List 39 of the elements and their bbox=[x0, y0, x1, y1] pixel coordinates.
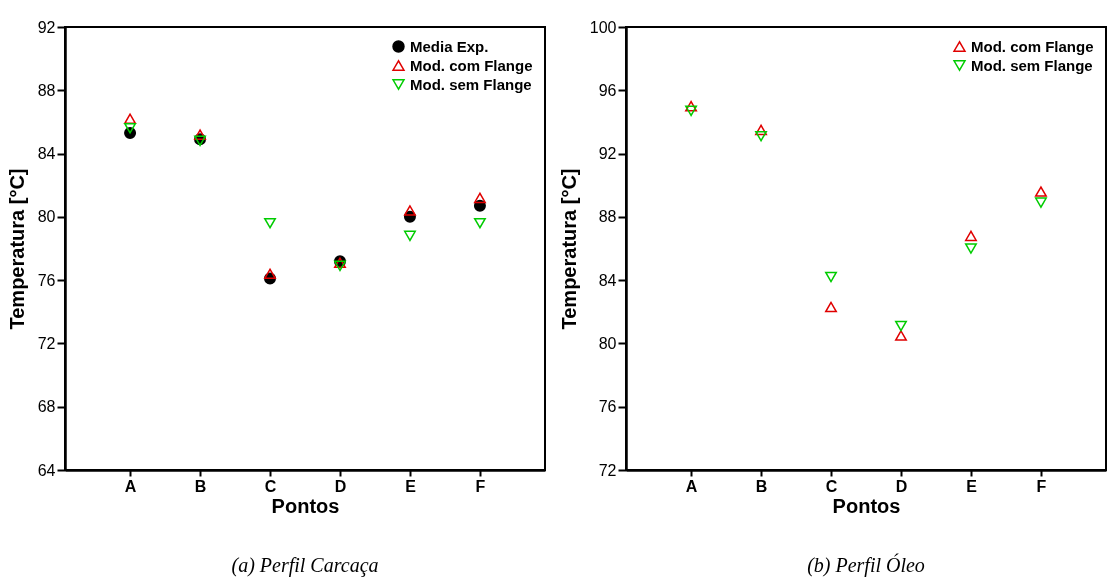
x-tick-label: B bbox=[194, 477, 207, 495]
y-tick-label: 64 bbox=[37, 461, 56, 479]
y-tick-label: 92 bbox=[37, 18, 56, 36]
x-tick-label: A bbox=[124, 477, 137, 495]
x-tick-label: F bbox=[1036, 477, 1047, 495]
y-tick-label: 100 bbox=[589, 18, 617, 36]
x-tick-label: E bbox=[966, 477, 978, 495]
text: (b) Perfil Óleo bbox=[807, 553, 925, 577]
legend-label: Mod. sem Flange bbox=[410, 75, 532, 93]
y-tick-label: 76 bbox=[598, 398, 617, 416]
legend-label: Mod. com Flange bbox=[410, 56, 533, 74]
y-tick-label: 72 bbox=[598, 461, 617, 479]
x-tick-label: D bbox=[895, 477, 908, 495]
x-tick-label: B bbox=[755, 477, 768, 495]
x-tick-label: C bbox=[264, 477, 277, 495]
x-tick-label: D bbox=[334, 477, 347, 495]
legend-label: Media Exp. bbox=[410, 37, 489, 55]
y-tick-label: 88 bbox=[598, 208, 617, 226]
x-tick-label: F bbox=[475, 477, 486, 495]
y-tick-label: 80 bbox=[598, 334, 617, 352]
x-axis-title: Pontos bbox=[832, 494, 901, 517]
y-tick-label: 88 bbox=[37, 81, 56, 99]
y-tick-label: 76 bbox=[37, 271, 56, 289]
y-axis-title: Temperatura [°C] bbox=[557, 168, 580, 330]
x-tick-label: A bbox=[685, 477, 698, 495]
legend-label: Mod. sem Flange bbox=[971, 56, 1093, 74]
legend-label: Mod. com Flange bbox=[971, 37, 1094, 55]
text: (a) Perfil Carcaça bbox=[231, 554, 379, 577]
x-tick-label: E bbox=[405, 477, 417, 495]
y-axis-title: Temperatura [°C] bbox=[5, 168, 28, 330]
y-tick-label: 92 bbox=[598, 145, 617, 163]
x-tick-label: C bbox=[825, 477, 838, 495]
y-tick-label: 72 bbox=[37, 334, 56, 352]
x-axis-title: Pontos bbox=[271, 494, 340, 517]
y-tick-label: 80 bbox=[37, 208, 56, 226]
y-tick-label: 68 bbox=[37, 398, 56, 416]
y-tick-label: 84 bbox=[37, 145, 56, 163]
y-tick-label: 96 bbox=[598, 81, 617, 99]
y-tick-label: 84 bbox=[598, 271, 617, 289]
